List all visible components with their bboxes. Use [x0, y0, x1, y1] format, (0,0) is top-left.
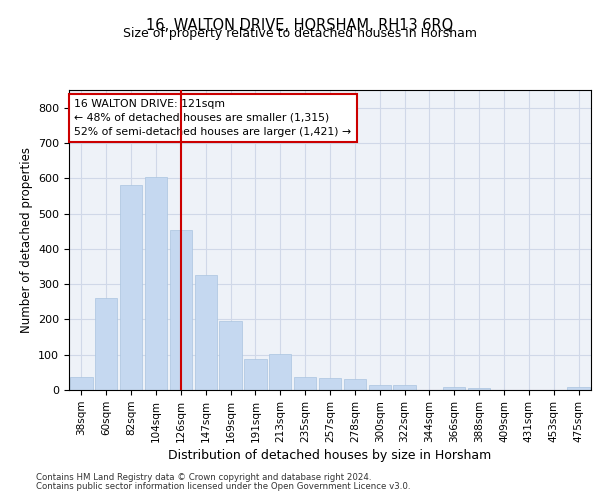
Bar — [244, 359, 266, 390]
Bar — [394, 386, 416, 390]
Text: Contains public sector information licensed under the Open Government Licence v3: Contains public sector information licen… — [36, 482, 410, 491]
Bar — [269, 354, 292, 390]
Bar — [95, 298, 118, 390]
Bar — [368, 386, 391, 390]
Bar — [145, 177, 167, 390]
Text: Size of property relative to detached houses in Horsham: Size of property relative to detached ho… — [123, 28, 477, 40]
Bar — [443, 387, 466, 390]
Bar — [120, 186, 142, 390]
Bar — [170, 230, 192, 390]
Bar — [194, 274, 217, 390]
Bar — [344, 380, 366, 390]
Y-axis label: Number of detached properties: Number of detached properties — [20, 147, 32, 333]
Bar — [220, 321, 242, 390]
Bar — [294, 376, 316, 390]
Text: Contains HM Land Registry data © Crown copyright and database right 2024.: Contains HM Land Registry data © Crown c… — [36, 474, 371, 482]
Text: 16 WALTON DRIVE: 121sqm
← 48% of detached houses are smaller (1,315)
52% of semi: 16 WALTON DRIVE: 121sqm ← 48% of detache… — [74, 99, 352, 137]
Bar — [568, 387, 590, 390]
Bar — [70, 376, 92, 390]
Bar — [468, 388, 490, 390]
X-axis label: Distribution of detached houses by size in Horsham: Distribution of detached houses by size … — [169, 449, 491, 462]
Text: 16, WALTON DRIVE, HORSHAM, RH13 6RQ: 16, WALTON DRIVE, HORSHAM, RH13 6RQ — [146, 18, 454, 32]
Bar — [319, 378, 341, 390]
